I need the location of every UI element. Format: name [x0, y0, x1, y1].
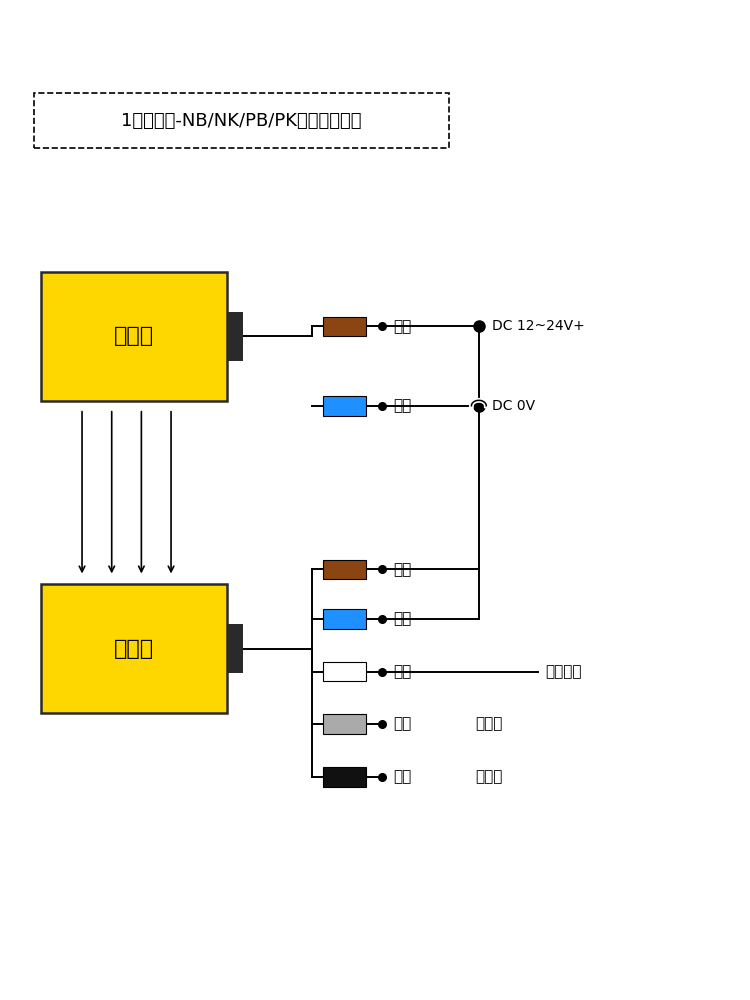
Text: 1、后缀为-NB/NK/PB/PK晶体管输出时: 1、后缀为-NB/NK/PB/PK晶体管输出时: [122, 112, 362, 130]
Bar: [323, 317, 366, 336]
Text: 输出信号: 输出信号: [545, 664, 582, 679]
Bar: [323, 396, 366, 416]
Text: 棕色: 棕色: [394, 319, 412, 334]
Bar: [323, 560, 366, 579]
Bar: [323, 609, 366, 629]
Bar: [41, 272, 226, 401]
Bar: [323, 662, 366, 681]
Text: 蓝色: 蓝色: [394, 398, 412, 413]
Text: 白色: 白色: [394, 664, 412, 679]
Bar: [226, 312, 243, 361]
Bar: [323, 767, 366, 787]
Text: DC 0V: DC 0V: [492, 399, 536, 413]
Text: 发射器: 发射器: [114, 326, 154, 346]
Text: 接收器: 接收器: [114, 639, 154, 659]
Bar: [226, 624, 243, 673]
Text: 蓝色: 蓝色: [394, 611, 412, 626]
Text: （空）: （空）: [476, 769, 502, 784]
Text: 棕色: 棕色: [394, 562, 412, 577]
FancyBboxPatch shape: [34, 93, 449, 148]
Text: （空）: （空）: [476, 717, 502, 732]
Text: 黑色: 黑色: [394, 769, 412, 784]
Bar: [41, 584, 226, 713]
Bar: [323, 714, 366, 734]
Text: 灰色: 灰色: [394, 717, 412, 732]
Text: DC 12~24V+: DC 12~24V+: [492, 319, 585, 333]
